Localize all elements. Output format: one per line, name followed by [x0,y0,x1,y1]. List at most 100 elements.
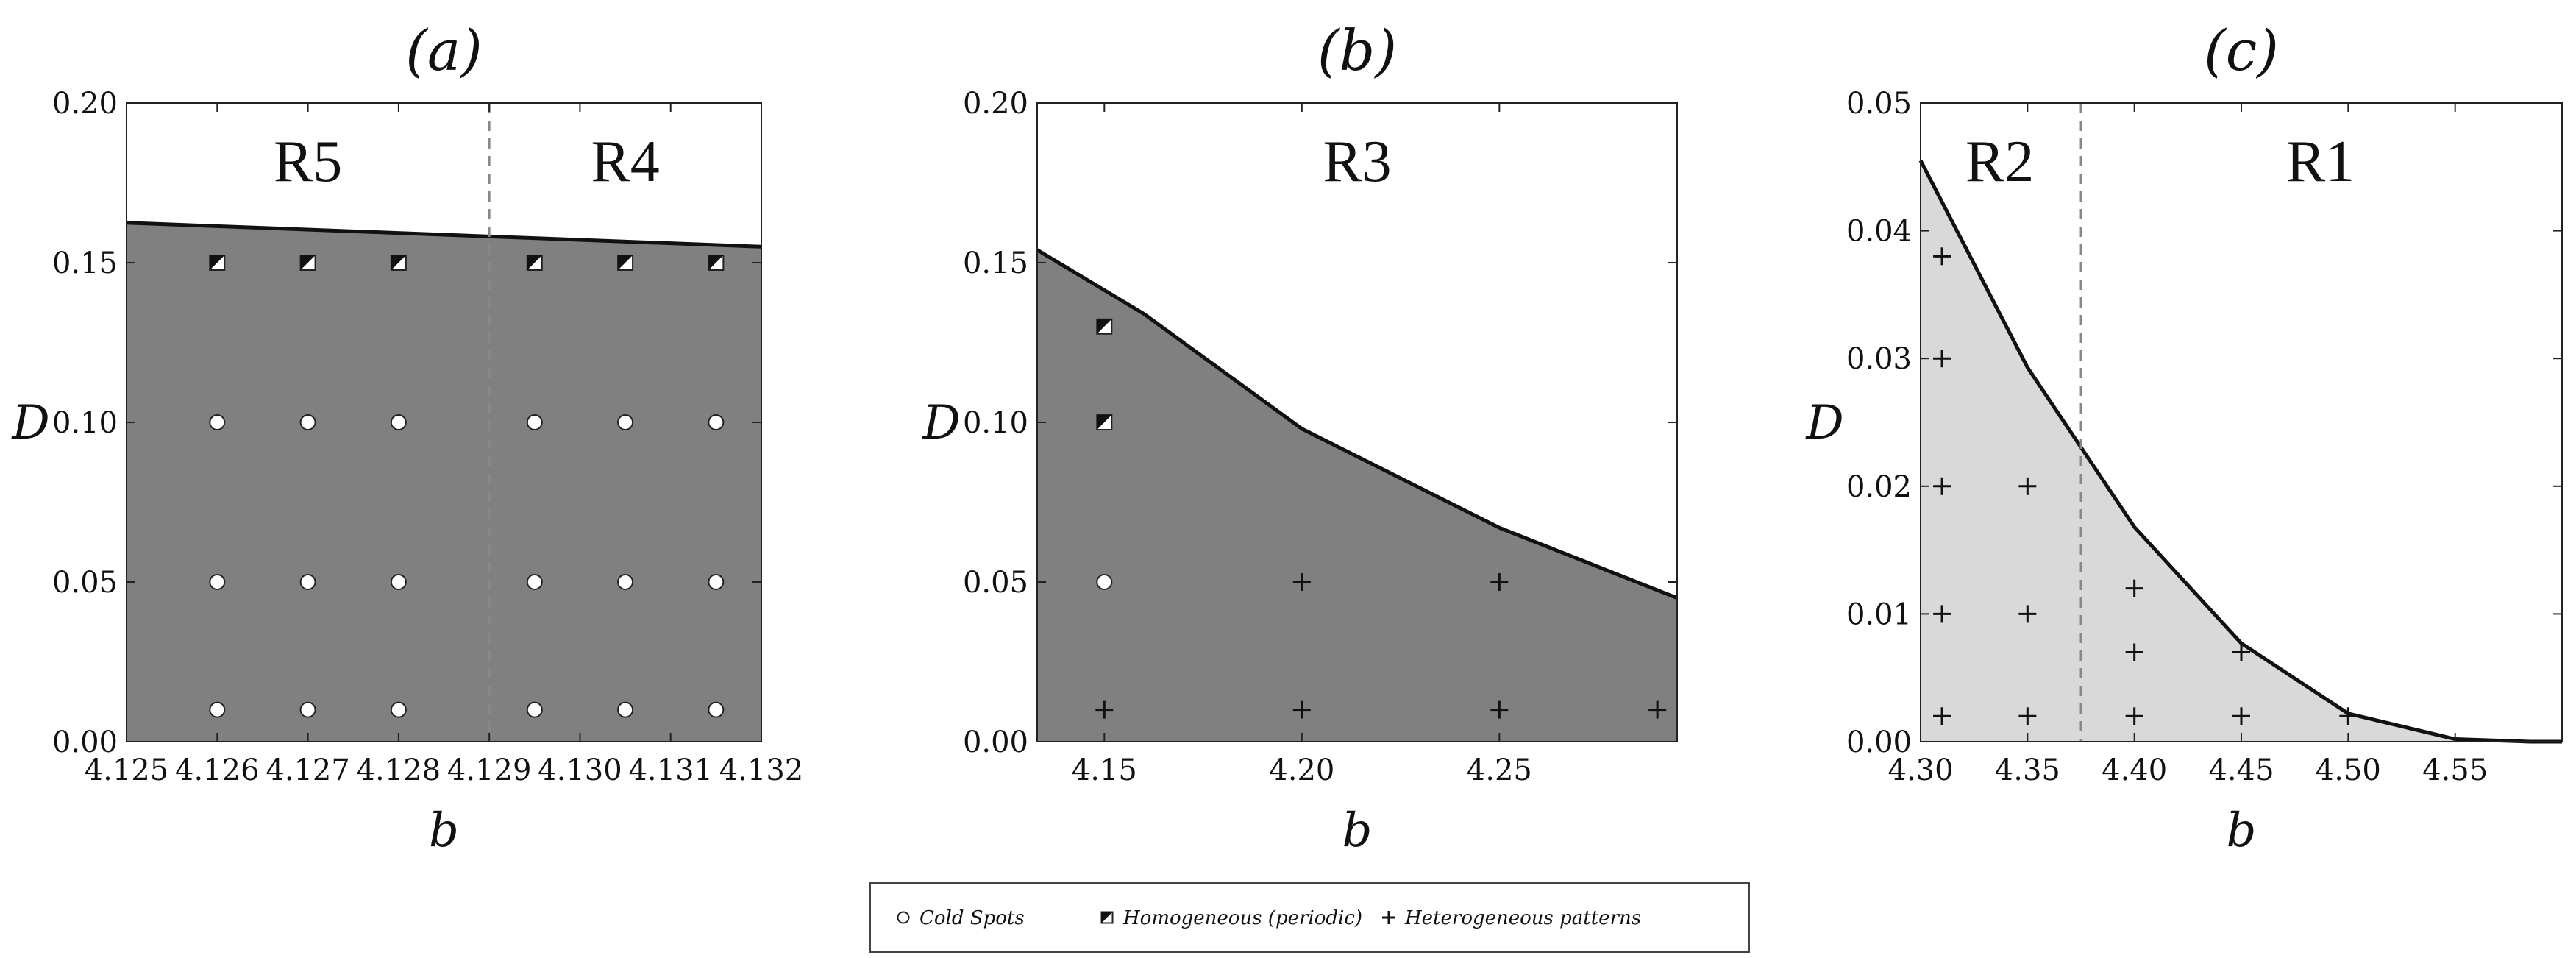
data-point-circle [299,414,316,430]
y-tick-label: 0.01 [1846,597,1912,631]
y-tick-label: 0.20 [963,87,1028,121]
data-point-circle [617,574,634,590]
x-tick-label: 4.132 [719,753,804,787]
panel-title: (a) [405,18,483,83]
data-point-plus [1292,573,1311,591]
y-tick-label: 0.05 [52,566,118,600]
y-axis-label: D [1805,396,1843,450]
stability-region [1921,160,2562,742]
data-point-circle [390,414,407,430]
region-label: R3 [1323,129,1391,194]
x-tick-label: 4.45 [2208,753,2274,787]
x-axis-label: b [1342,803,1373,858]
x-axis-label: b [2227,803,2257,858]
y-tick-label: 0.03 [1846,342,1912,376]
legend-marker-circle [897,911,910,924]
data-point-plus [2232,643,2250,661]
data-point-plus [2125,579,2143,597]
data-point-circle [526,414,543,430]
data-point-circle [390,701,407,718]
data-point-circle [526,701,543,718]
y-tick-label: 0.15 [52,246,118,280]
data-point-half [617,255,634,271]
data-point-plus [2125,707,2143,725]
x-tick-label: 4.30 [1887,753,1953,787]
data-point-circle [526,574,543,590]
legend-label: Homogeneous (periodic) [1122,907,1362,929]
data-point-plus [1490,573,1509,591]
data-point-circle [209,701,226,718]
x-tick-label: 4.127 [266,753,350,787]
data-point-half [299,255,316,271]
stability-region [127,222,761,742]
data-point-plus [2232,707,2250,725]
y-tick-label: 0.04 [1846,215,1912,249]
y-tick-label: 0.00 [1846,725,1912,759]
chart-panel-3: 4.30 4.35 4.40 4.45 4.50 4.55 0.00 0.01 0.02 0.03… [1805,18,2563,858]
data-point-plus [1095,700,1114,719]
data-point-plus [1292,700,1311,719]
data-point-half [1096,414,1113,430]
data-point-circle [390,574,407,590]
legend-marker-plus [1382,911,1395,924]
data-point-half [526,255,543,271]
x-tick-label: 4.20 [1269,753,1334,787]
panel-title: (c) [2204,18,2279,83]
legend-marker-half [1100,911,1114,924]
data-point-circle [299,574,316,590]
stability-region [1037,249,1677,742]
data-point-plus [1933,477,1951,495]
x-tick-label: 4.35 [1995,753,2060,787]
region-label: R1 [2286,129,2355,194]
legend-label: Cold Spots [919,907,1025,929]
y-tick-label: 0.00 [963,725,1028,759]
y-tick-label: 0.15 [963,246,1028,280]
x-tick-label: 4.131 [628,753,713,787]
x-tick-label: 4.128 [357,753,441,787]
y-tick-label: 0.05 [963,566,1028,600]
boundary-curve [126,221,762,249]
region-label: R2 [1965,129,2034,194]
data-point-circle [1096,574,1113,590]
data-point-circle [617,701,634,718]
data-point-plus [1933,247,1951,266]
region-label: R4 [591,129,659,194]
data-point-plus [2018,477,2037,495]
x-tick-label: 4.125 [85,753,169,787]
chart-panel-1: 4.125 4.126 4.127 4.128 4.129 4.130 4.131 4.132… [11,18,803,858]
panels: 4.125 4.126 4.127 4.128 4.129 4.130 4.131 4.132… [11,18,2563,858]
data-point-circle [299,701,316,718]
y-axis-label: D [11,396,49,450]
panel-title: (b) [1317,18,1397,83]
data-point-plus [2018,605,2037,623]
x-tick-label: 4.126 [175,753,260,787]
data-point-plus [1933,707,1951,725]
boundary-curve [1036,248,1678,600]
region-label: R5 [274,129,342,194]
x-tick-label: 4.129 [447,753,532,787]
legend-box [869,882,1750,953]
x-tick-label: 4.55 [2422,753,2488,787]
y-tick-label: 0.02 [1846,470,1912,504]
data-point-half [209,255,226,271]
data-point-plus [1648,700,1667,719]
data-point-half [708,255,725,271]
legend: Cold Spots Homogeneous (periodic) Heteroge… [869,882,1750,953]
y-tick-label: 0.10 [963,406,1028,440]
y-axis-label: D [922,396,960,450]
data-point-half [390,255,407,271]
x-tick-label: 4.40 [2102,753,2167,787]
data-point-plus [2339,707,2358,725]
x-axis-label: b [429,803,459,858]
data-point-circle [209,414,226,430]
chart-panel-2: 4.15 4.20 4.25 0.00 0.05 0.10 0.15 0.20 (b) b D R3 [922,18,1678,858]
data-point-circle [708,574,725,590]
legend-label: Heterogeneous patterns [1404,907,1641,929]
x-tick-label: 4.50 [2316,753,2381,787]
data-point-half [1096,318,1113,335]
data-point-plus [1933,605,1951,623]
data-point-plus [2018,707,2037,725]
data-point-circle [708,701,725,718]
data-point-circle [617,414,634,430]
